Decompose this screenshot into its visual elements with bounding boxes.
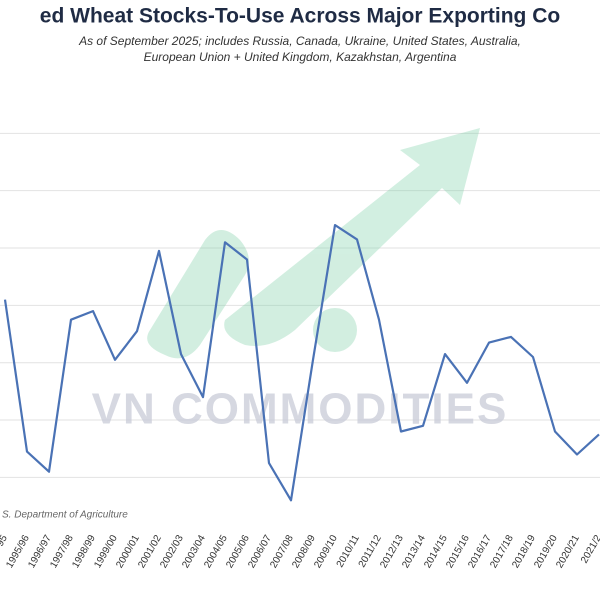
x-tick-label: 95 — [0, 533, 10, 549]
data-line — [3, 224, 600, 502]
plot — [3, 224, 600, 502]
chart-subtitle: European Union + United Kingdom, Kazakhs… — [144, 50, 457, 64]
arrow-part — [147, 230, 249, 359]
watermark-arrow — [147, 128, 480, 359]
grid — [0, 132, 600, 478]
source: S. Department of Agriculture — [2, 510, 128, 521]
chart-title: ed Wheat Stocks-To-Use Across Major Expo… — [40, 5, 560, 28]
arrow-dot — [313, 308, 357, 352]
watermark: VN COMMODITIES — [92, 385, 509, 434]
x-tick-label: 2021/2 — [579, 533, 600, 565]
chart-subtitle: As of September 2025; includes Russia, C… — [78, 34, 521, 48]
